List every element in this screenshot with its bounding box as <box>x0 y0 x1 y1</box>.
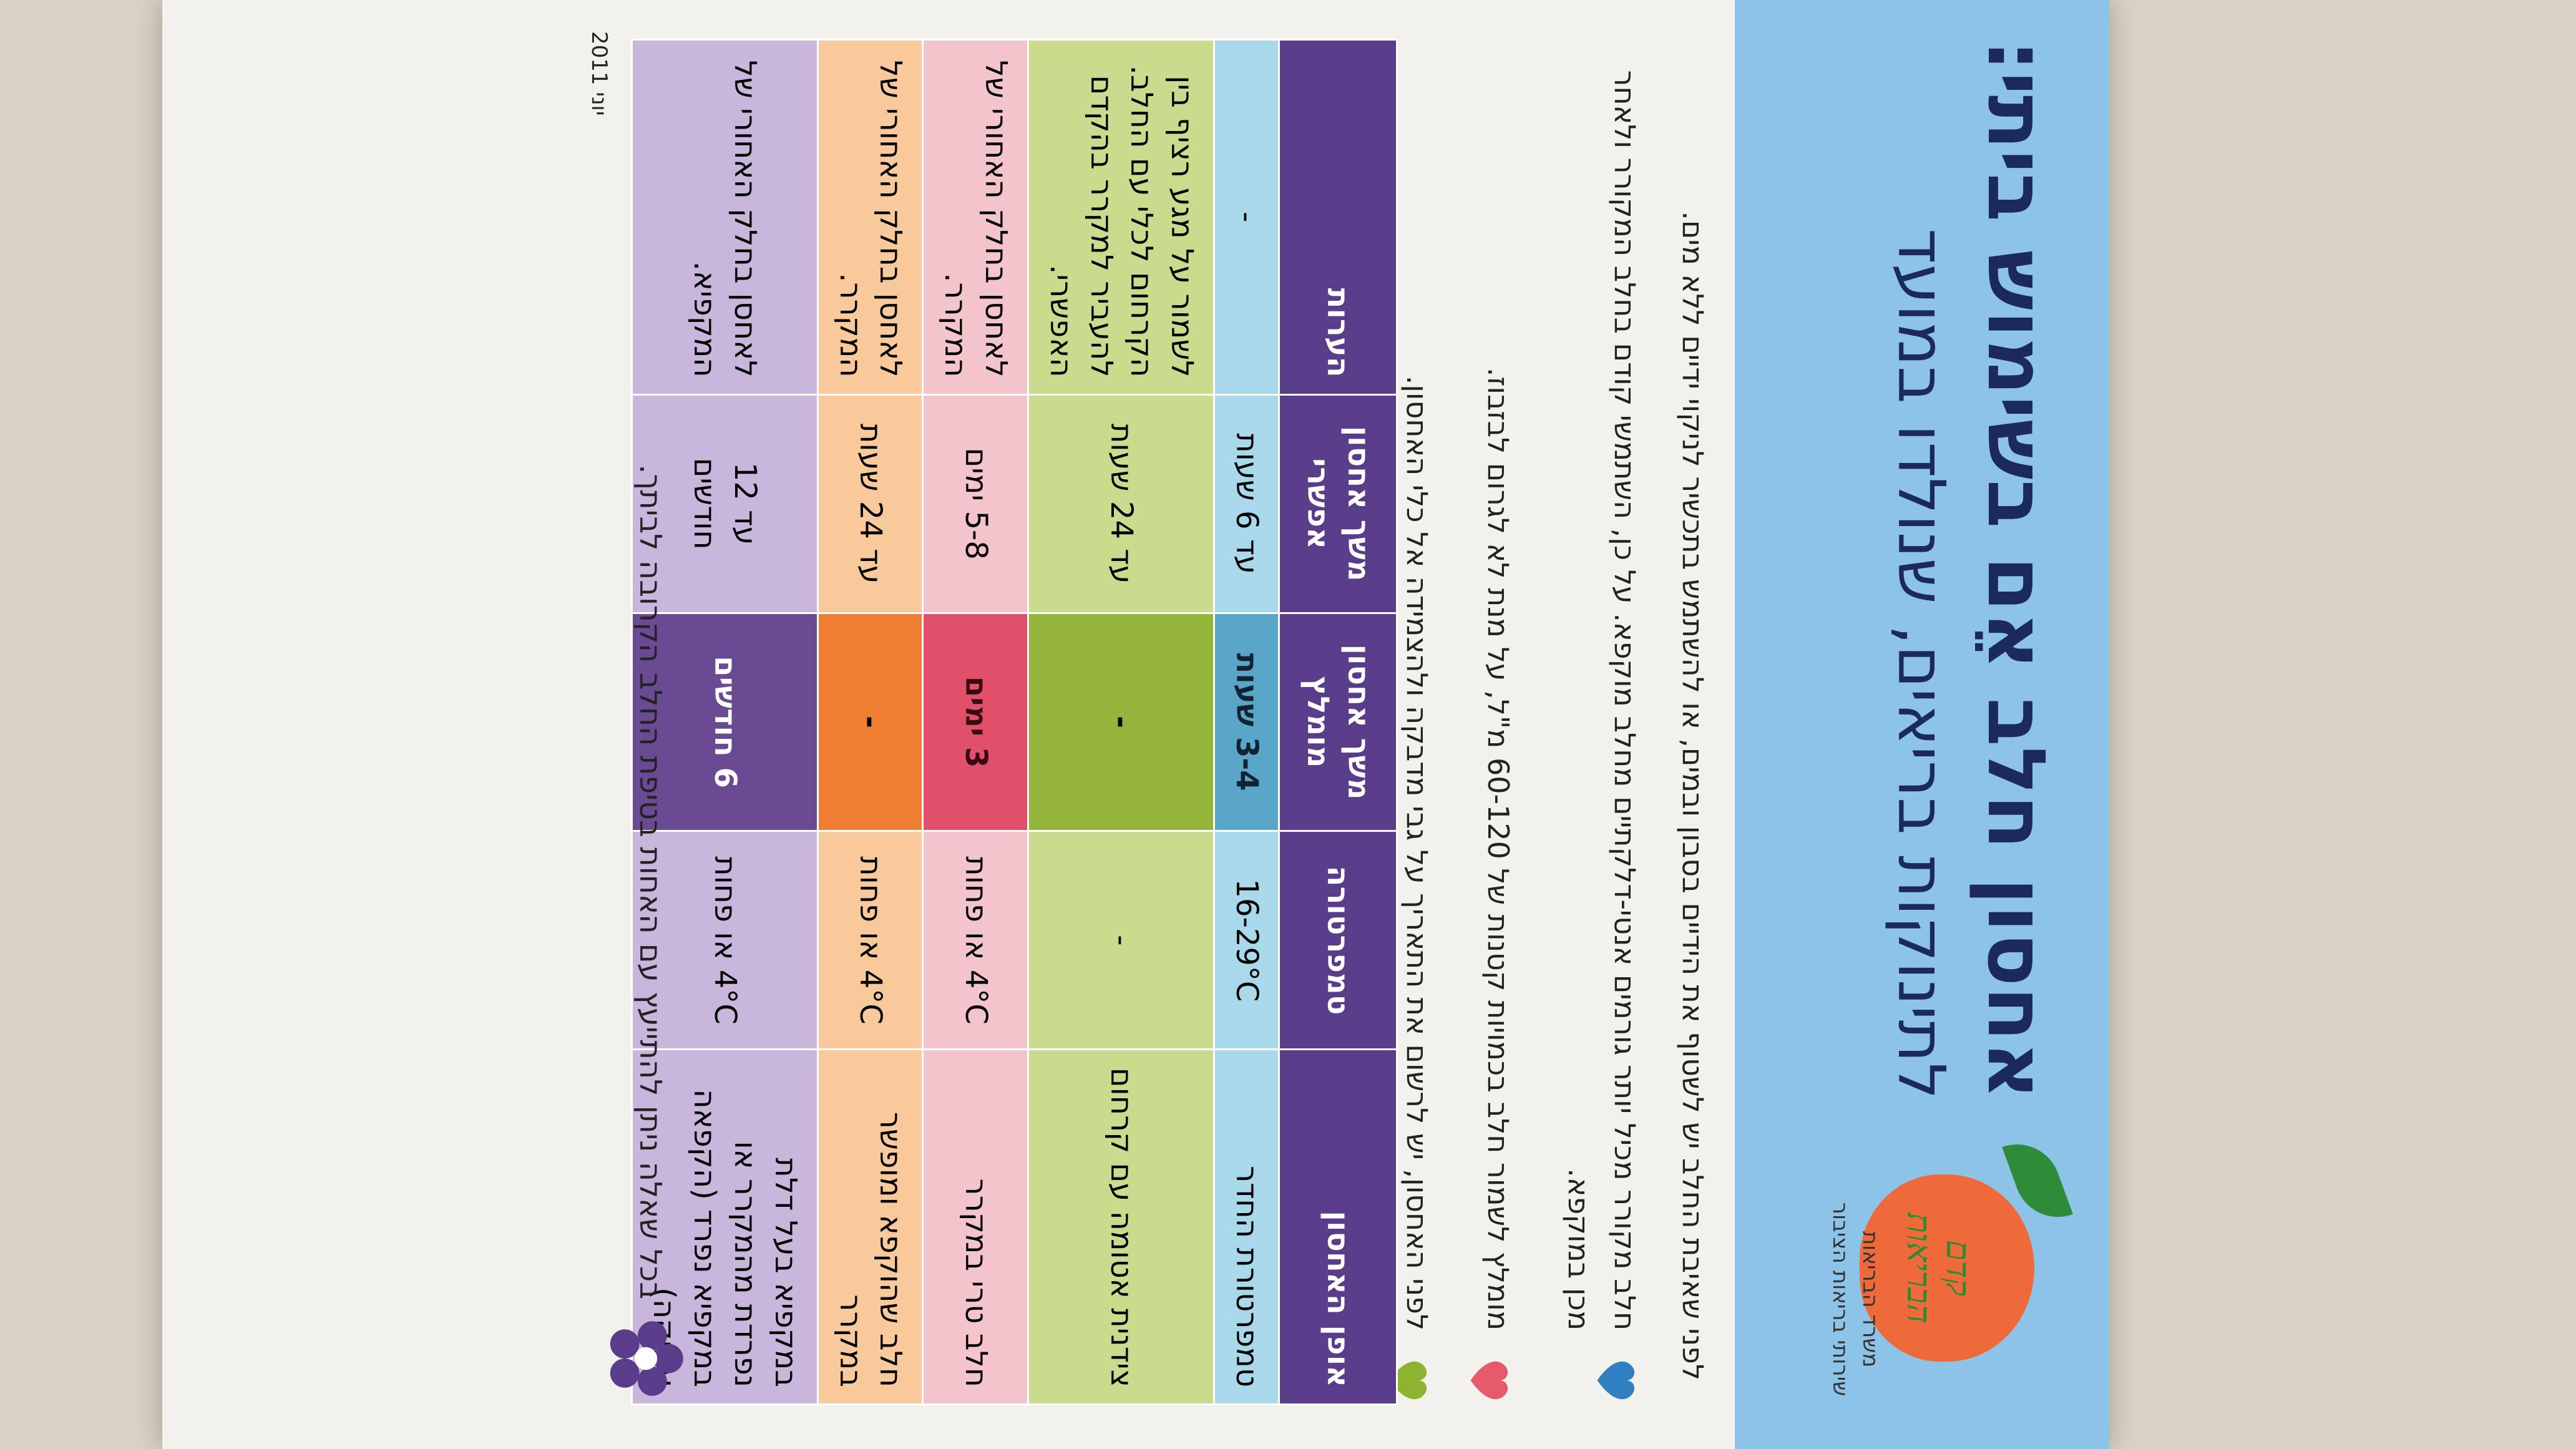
poster-sheet: קדם הבריאות משרד הבריאות שירותי בריאות ה… <box>162 0 2109 1449</box>
column-header: משך אחסון מומלץ <box>1279 613 1397 831</box>
ministry-line-1: משרד הבריאות <box>1858 1231 1883 1368</box>
storage-table: אופן האחסון טמפרטורה משך אחסון מומלץ משך… <box>631 39 1398 1405</box>
table-cell: עד 24 שעות <box>817 394 923 613</box>
column-header: טמפרטורה <box>1279 831 1397 1050</box>
table-cell: עד 24 שעות <box>1028 394 1214 613</box>
tip-text: לפני האחסון, יש לרשום את התאריך על גבי מ… <box>1400 375 1435 1330</box>
table-cell: 3 ימים <box>922 613 1028 831</box>
table-row: חלב שהוקפא ומופשר במקרר 4°C או פחות - עד… <box>817 39 923 1405</box>
column-header: משך אחסון אפשרי <box>1279 394 1397 613</box>
column-header: הערות <box>1279 39 1397 395</box>
table-cell: 16-29°C <box>1214 831 1279 1050</box>
tip-item: חלב מקורר מכיל יותר גורמים אנטי-דלקתיים … <box>1556 39 1647 1412</box>
column-header: אופן האחסון <box>1279 1049 1397 1405</box>
table-cell: עד 6 שעות <box>1214 394 1279 613</box>
table-cell: לאחסן בחלק האחורי של המקרר. <box>922 39 1028 395</box>
table-cell: לאחסן בחלק האחורי של המקרר. <box>817 39 923 395</box>
table-cell: - <box>1028 831 1214 1050</box>
tip-text: חלב מקורר מכיל יותר גורמים אנטי-דלקתיים … <box>1562 70 1642 1330</box>
ministry-line-2: שירותי בריאות הציבור <box>1828 1202 1853 1397</box>
table-cell: חלב טרי במקרר <box>922 1049 1028 1405</box>
logo-text: קדם הבריאות <box>1900 1212 1978 1324</box>
table-cell: - <box>1214 39 1279 395</box>
table-cell: 5-8 ימים <box>922 394 1028 613</box>
tip-item: מומלץ לשמור חלב בכמויות קטנות של 60-120 … <box>1470 39 1521 1412</box>
table-cell: חלב שהוקפא ומופשר במקרר <box>817 1049 923 1405</box>
table-cell: 3-4 שעות <box>1214 613 1279 831</box>
table-row: טמפרטורת החדר 16-29°C 3-4 שעות עד 6 שעות… <box>1214 39 1279 1405</box>
ministry-name: משרד הבריאות שירותי בריאות הציבור <box>1825 1187 1885 1412</box>
table-row: חלב טרי במקרר 4°C או פחות 3 ימים 5-8 ימי… <box>922 39 1028 1405</box>
table-cell: צידנית אטומה עם קרחום <box>1028 1049 1214 1405</box>
header-banner: קדם הבריאות משרד הבריאות שירותי בריאות ה… <box>1735 0 2109 1449</box>
intro-text: לפני שאיבת החלב יש לשטוף את הידיים בסבון… <box>1676 211 1710 1380</box>
table-cell: טמפרטורת החדר <box>1214 1049 1279 1405</box>
footer-note: בכל שאלה ניתן להתייעץ עם האחות בטיפת החל… <box>633 464 668 1299</box>
table-cell: 4°C או פחות <box>817 831 923 1050</box>
page-subtitle: לתינוקות בריאים, שנולדו במועד <box>1883 228 1959 1100</box>
heart-icon <box>1389 1361 1427 1400</box>
publication-date: יוני 2011 <box>587 31 612 116</box>
heart-icon <box>1597 1361 1635 1400</box>
tips-list: חלב מקורר מכיל יותר גורמים אנטי-דלקתיים … <box>1359 39 1647 1412</box>
table-cell: - <box>1028 613 1214 831</box>
tip-item: לפני האחסון, יש לרשום את התאריך על גבי מ… <box>1389 39 1440 1412</box>
table-cell: 4°C או פחות <box>922 831 1028 1050</box>
table-header-row: אופן האחסון טמפרטורה משך אחסון מומלץ משך… <box>1279 39 1397 1405</box>
flower-icon <box>610 1321 683 1396</box>
heart-icon <box>1470 1361 1508 1400</box>
table-row: צידנית אטומה עם קרחום - - עד 24 שעות לשמ… <box>1028 39 1214 1405</box>
table-cell: - <box>817 613 923 831</box>
tip-text: מומלץ לשמור חלב בכמויות קטנות של 60-120 … <box>1481 367 1515 1330</box>
table-cell: לשמור על מגע רציף בין הקרחום לכלי עם החל… <box>1028 39 1214 395</box>
page-title: אחסון חלב אֵם בשימוש ביתי: <box>1969 39 2062 1100</box>
